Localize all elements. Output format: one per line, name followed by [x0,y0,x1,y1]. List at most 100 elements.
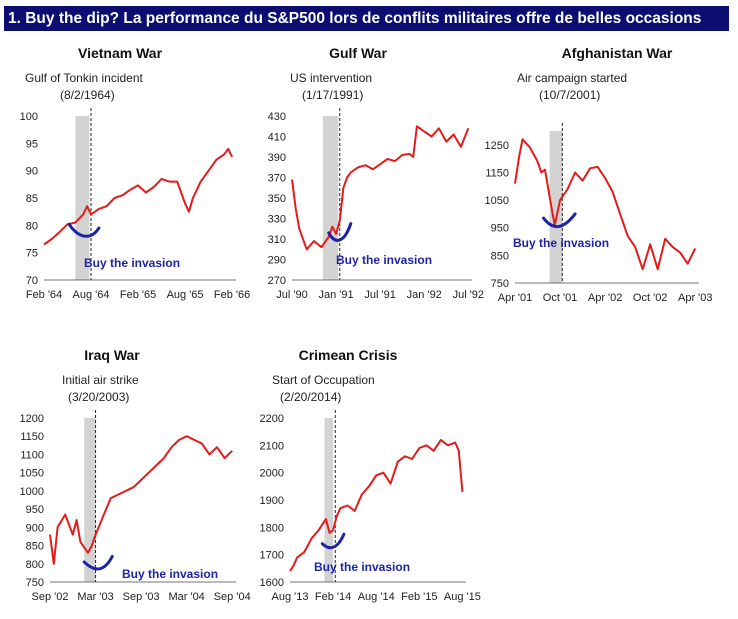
y-tick-label: 950 [26,504,44,516]
annotation-label: Buy the invasion [122,567,218,581]
event-label: US intervention [290,71,372,85]
y-tick-label: 350 [268,193,286,205]
annotation-label: Buy the invasion [84,256,180,270]
y-tick-label: 1700 [260,550,284,562]
x-tick-label: Jul '91 [364,289,395,301]
y-tick-label: 2200 [260,413,284,425]
event-label: Air campaign started [517,71,627,85]
y-tick-label: 1800 [260,522,284,534]
x-tick-label: Aug '13 [272,591,309,603]
y-tick-label: 390 [268,152,286,164]
event-date: (2/20/2014) [280,390,341,404]
chart-title: Iraq War [84,347,140,363]
x-tick-label: Apr '02 [588,292,623,304]
chart-svg: Vietnam War Gulf of Tonkin incident (8/2/1… [20,45,251,301]
event-date: (1/17/1991) [302,88,363,102]
event-shade-band [324,418,334,582]
dip-arc [82,554,114,571]
annotation-label: Buy the invasion [513,236,609,250]
event-shade-band [84,418,96,582]
y-tick-label: 750 [491,278,509,290]
y-tick-label: 2100 [260,440,284,452]
chart-panel-gulf-war: Gulf War US intervention (1/17/1991) 270 290… [250,36,495,316]
x-tick-label: Aug '65 [167,289,204,301]
chart-svg: Gulf War US intervention (1/17/1991) 270 290… [268,45,484,301]
chart-title: Afghanistan War [562,45,673,61]
y-tick-label: 900 [26,522,44,534]
y-tick-label: 1900 [260,495,284,507]
event-date: (8/2/1964) [60,88,115,102]
y-tick-label: 1600 [260,577,284,589]
chart-title: Gulf War [329,45,387,61]
banner-title: 1. Buy the dip? La performance du S&P500… [4,6,729,31]
dip-arc [542,212,577,228]
chart-svg: Crimean Crisis Start of Occupation (2/20/2… [260,347,481,603]
dip-arc [327,222,353,242]
x-tick-label: Feb '64 [26,289,62,301]
x-tick-label: Jul '92 [453,289,484,301]
chart-title: Vietnam War [78,45,163,61]
y-tick-label: 1150 [20,431,44,443]
y-tick-label: 270 [268,275,286,287]
y-tick-label: 1050 [485,195,509,207]
x-tick-label: Feb '15 [401,591,437,603]
x-tick-label: Aug '64 [73,289,110,301]
chart-panel-afghanistan-war: Afghanistan War Air campaign started (10/7… [485,36,738,316]
annotation-label: Buy the invasion [336,253,432,267]
event-date: (3/20/2003) [68,390,129,404]
x-tick-label: Sep '04 [214,591,251,603]
y-tick-label: 100 [20,111,38,123]
x-tick-label: Feb '65 [120,289,156,301]
chart-panel-vietnam-war: Vietnam War Gulf of Tonkin incident (8/2/1… [0,36,251,316]
event-shade-band [75,116,90,280]
y-tick-label: 1050 [20,468,44,480]
y-tick-label: 310 [268,234,286,246]
x-tick-label: Oct '02 [633,292,668,304]
y-tick-label: 750 [26,577,44,589]
x-tick-label: Sep '03 [123,591,160,603]
y-tick-label: 75 [26,248,38,260]
y-tick-label: 330 [268,214,286,226]
y-tick-label: 1150 [485,167,509,179]
chart-title: Crimean Crisis [299,347,398,363]
chart-panel-crimean-crisis: Crimean Crisis Start of Occupation (2/20/2… [252,338,492,618]
y-tick-label: 290 [268,255,286,267]
chart-svg: Afghanistan War Air campaign started (10/7… [485,45,713,304]
x-tick-label: Feb '66 [214,289,250,301]
y-tick-label: 95 [26,138,38,150]
y-tick-label: 90 [26,166,38,178]
y-tick-label: 85 [26,193,38,205]
dip-arc [320,532,346,550]
y-tick-label: 1000 [20,486,44,498]
series-line [289,438,464,572]
y-tick-label: 2000 [260,468,284,480]
annotation-label: Buy the invasion [314,560,410,574]
series-line [514,138,697,271]
y-tick-label: 80 [26,220,38,232]
x-tick-label: Jan '92 [407,289,442,301]
x-tick-label: Mar '03 [77,591,113,603]
event-date: (10/7/2001) [539,88,600,102]
x-tick-label: Aug '15 [444,591,481,603]
x-tick-label: Aug '14 [358,591,395,603]
x-tick-label: Oct '01 [543,292,578,304]
chart-svg: Iraq War Initial air strike (3/20/2003) 750… [20,347,251,603]
x-tick-label: Apr '03 [678,292,713,304]
dip-arc [67,222,101,238]
event-shade-band [549,131,563,283]
y-tick-label: 1100 [20,449,44,461]
y-tick-label: 950 [491,223,509,235]
x-tick-label: Jan '91 [319,289,354,301]
x-tick-label: Apr '01 [498,292,533,304]
y-tick-label: 70 [26,275,38,287]
series-line [291,125,470,251]
y-tick-label: 370 [268,173,286,185]
x-tick-label: Jul '90 [276,289,307,301]
series-line [49,435,233,565]
y-tick-label: 1250 [485,140,509,152]
y-tick-label: 410 [268,132,286,144]
chart-panel-iraq-war: Iraq War Initial air strike (3/20/2003) 750… [0,338,252,618]
y-tick-label: 430 [268,111,286,123]
y-tick-label: 800 [26,559,44,571]
event-label: Start of Occupation [272,373,375,387]
